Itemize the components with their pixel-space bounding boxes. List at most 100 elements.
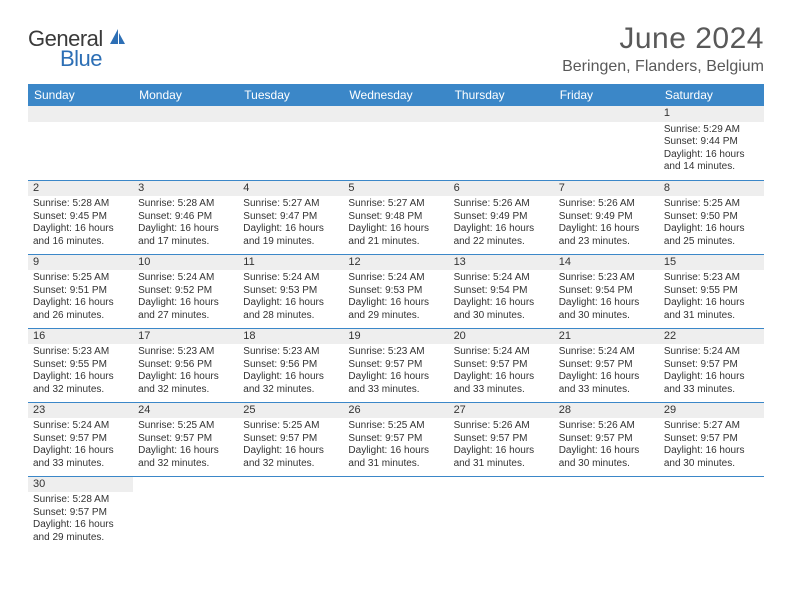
day-number: 3 [133,181,238,197]
calendar-day-cell: 30Sunrise: 5:28 AMSunset: 9:57 PMDayligh… [28,476,133,550]
sunset-line: Sunset: 9:54 PM [454,285,549,298]
sunrise-line: Sunrise: 5:25 AM [243,420,338,433]
calendar-week-row: 23Sunrise: 5:24 AMSunset: 9:57 PMDayligh… [28,402,764,476]
day-number: 17 [133,329,238,345]
daylight-line: Daylight: 16 hours and 26 minutes. [33,297,128,322]
day-number: 4 [238,181,343,197]
sunrise-line: Sunrise: 5:23 AM [243,346,338,359]
sunrise-line: Sunrise: 5:29 AM [664,124,759,137]
daylight-line: Daylight: 16 hours and 33 minutes. [664,371,759,396]
daylight-line: Daylight: 16 hours and 16 minutes. [33,223,128,248]
sunrise-line: Sunrise: 5:25 AM [138,420,233,433]
sunset-line: Sunset: 9:53 PM [348,285,443,298]
calendar-day-cell: 12Sunrise: 5:24 AMSunset: 9:53 PMDayligh… [343,254,448,328]
calendar-empty-cell [554,106,659,180]
calendar-day-cell: 5Sunrise: 5:27 AMSunset: 9:48 PMDaylight… [343,180,448,254]
calendar-empty-cell [133,106,238,180]
sunset-line: Sunset: 9:51 PM [33,285,128,298]
day-number: 22 [659,329,764,345]
calendar-empty-cell [554,476,659,550]
weekday-header: Friday [554,84,659,106]
calendar-day-cell: 9Sunrise: 5:25 AMSunset: 9:51 PMDaylight… [28,254,133,328]
sunrise-line: Sunrise: 5:27 AM [664,420,759,433]
day-details: Sunrise: 5:24 AMSunset: 9:57 PMDaylight:… [554,344,659,398]
calendar-day-cell: 26Sunrise: 5:25 AMSunset: 9:57 PMDayligh… [343,402,448,476]
calendar-table: SundayMondayTuesdayWednesdayThursdayFrid… [28,84,764,550]
sunrise-line: Sunrise: 5:27 AM [243,198,338,211]
empty-daynum [133,106,238,122]
calendar-day-cell: 1Sunrise: 5:29 AMSunset: 9:44 PMDaylight… [659,106,764,180]
day-number: 15 [659,255,764,271]
day-details: Sunrise: 5:23 AMSunset: 9:54 PMDaylight:… [554,270,659,324]
calendar-empty-cell [28,106,133,180]
sunrise-line: Sunrise: 5:23 AM [559,272,654,285]
sunset-line: Sunset: 9:52 PM [138,285,233,298]
sunset-line: Sunset: 9:57 PM [138,433,233,446]
calendar-empty-cell [238,476,343,550]
title-block: June 2024 Beringen, Flanders, Belgium [562,22,764,76]
day-number: 20 [449,329,554,345]
day-number: 21 [554,329,659,345]
daylight-line: Daylight: 16 hours and 32 minutes. [138,445,233,470]
calendar-day-cell: 18Sunrise: 5:23 AMSunset: 9:56 PMDayligh… [238,328,343,402]
day-number: 6 [449,181,554,197]
day-details: Sunrise: 5:23 AMSunset: 9:55 PMDaylight:… [659,270,764,324]
day-details: Sunrise: 5:24 AMSunset: 9:53 PMDaylight:… [343,270,448,324]
calendar-day-cell: 2Sunrise: 5:28 AMSunset: 9:45 PMDaylight… [28,180,133,254]
empty-daynum [449,106,554,122]
calendar-day-cell: 6Sunrise: 5:26 AMSunset: 9:49 PMDaylight… [449,180,554,254]
sunset-line: Sunset: 9:46 PM [138,211,233,224]
day-number: 30 [28,477,133,493]
day-details: Sunrise: 5:28 AMSunset: 9:57 PMDaylight:… [28,492,133,546]
calendar-empty-cell [133,476,238,550]
day-details: Sunrise: 5:24 AMSunset: 9:54 PMDaylight:… [449,270,554,324]
sunset-line: Sunset: 9:56 PM [243,359,338,372]
day-number: 2 [28,181,133,197]
calendar-day-cell: 25Sunrise: 5:25 AMSunset: 9:57 PMDayligh… [238,402,343,476]
sunset-line: Sunset: 9:54 PM [559,285,654,298]
day-details: Sunrise: 5:25 AMSunset: 9:57 PMDaylight:… [238,418,343,472]
calendar-day-cell: 10Sunrise: 5:24 AMSunset: 9:52 PMDayligh… [133,254,238,328]
day-number: 24 [133,403,238,419]
calendar-day-cell: 4Sunrise: 5:27 AMSunset: 9:47 PMDaylight… [238,180,343,254]
sunrise-line: Sunrise: 5:24 AM [33,420,128,433]
sunset-line: Sunset: 9:57 PM [33,433,128,446]
day-number: 27 [449,403,554,419]
sunrise-line: Sunrise: 5:28 AM [33,198,128,211]
sunset-line: Sunset: 9:53 PM [243,285,338,298]
daylight-line: Daylight: 16 hours and 21 minutes. [348,223,443,248]
sunset-line: Sunset: 9:56 PM [138,359,233,372]
day-details: Sunrise: 5:24 AMSunset: 9:57 PMDaylight:… [28,418,133,472]
weekday-header: Wednesday [343,84,448,106]
sunset-line: Sunset: 9:57 PM [559,359,654,372]
calendar-week-row: 2Sunrise: 5:28 AMSunset: 9:45 PMDaylight… [28,180,764,254]
calendar-week-row: 16Sunrise: 5:23 AMSunset: 9:55 PMDayligh… [28,328,764,402]
sunrise-line: Sunrise: 5:23 AM [348,346,443,359]
day-details: Sunrise: 5:23 AMSunset: 9:56 PMDaylight:… [133,344,238,398]
daylight-line: Daylight: 16 hours and 19 minutes. [243,223,338,248]
day-details: Sunrise: 5:26 AMSunset: 9:57 PMDaylight:… [554,418,659,472]
sunrise-line: Sunrise: 5:24 AM [454,346,549,359]
calendar-day-cell: 15Sunrise: 5:23 AMSunset: 9:55 PMDayligh… [659,254,764,328]
day-number: 11 [238,255,343,271]
day-details: Sunrise: 5:28 AMSunset: 9:45 PMDaylight:… [28,196,133,250]
sunset-line: Sunset: 9:55 PM [33,359,128,372]
day-details: Sunrise: 5:25 AMSunset: 9:50 PMDaylight:… [659,196,764,250]
calendar-day-cell: 29Sunrise: 5:27 AMSunset: 9:57 PMDayligh… [659,402,764,476]
day-number: 29 [659,403,764,419]
sunrise-line: Sunrise: 5:28 AM [138,198,233,211]
day-details: Sunrise: 5:24 AMSunset: 9:57 PMDaylight:… [659,344,764,398]
sunrise-line: Sunrise: 5:24 AM [664,346,759,359]
day-details: Sunrise: 5:23 AMSunset: 9:56 PMDaylight:… [238,344,343,398]
daylight-line: Daylight: 16 hours and 31 minutes. [664,297,759,322]
weekday-header: Thursday [449,84,554,106]
calendar-day-cell: 13Sunrise: 5:24 AMSunset: 9:54 PMDayligh… [449,254,554,328]
calendar-empty-cell [449,476,554,550]
weekday-header: Saturday [659,84,764,106]
day-number: 10 [133,255,238,271]
daylight-line: Daylight: 16 hours and 33 minutes. [348,371,443,396]
calendar-day-cell: 7Sunrise: 5:26 AMSunset: 9:49 PMDaylight… [554,180,659,254]
calendar-day-cell: 11Sunrise: 5:24 AMSunset: 9:53 PMDayligh… [238,254,343,328]
daylight-line: Daylight: 16 hours and 33 minutes. [454,371,549,396]
sunrise-line: Sunrise: 5:23 AM [33,346,128,359]
